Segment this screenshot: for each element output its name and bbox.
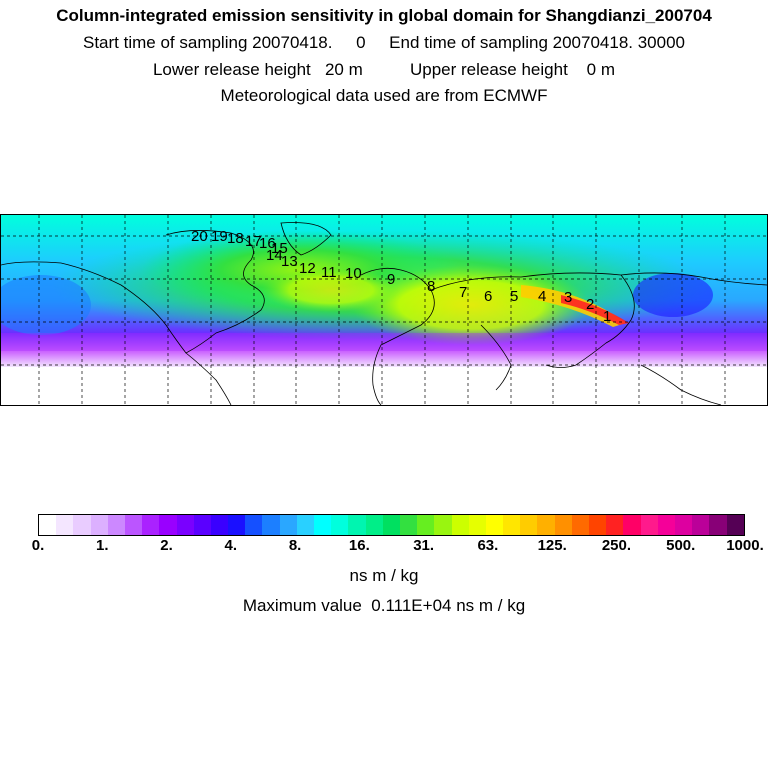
- colorbar-segment: [228, 515, 246, 535]
- trajectory-label: 13: [281, 253, 298, 270]
- coastlines: [1, 222, 767, 405]
- colorbar-segment: [90, 515, 108, 535]
- trajectory-label: 5: [510, 288, 518, 305]
- colorbar-segment: [365, 515, 383, 535]
- pacific-blue-region: [633, 273, 713, 317]
- colorbar-segment: [314, 515, 332, 535]
- map-canvas: 1 2 3 4 5 6 7 8 9 10 11 12 13 14 15 16 1…: [1, 215, 767, 405]
- colorbar-tick-label: 16.: [348, 537, 370, 554]
- colorbar-segment: [159, 515, 177, 535]
- colorbar-tick-label: 31.: [413, 537, 435, 554]
- colorbar-tick-label: 1.: [96, 537, 109, 554]
- trajectory-label: 19: [211, 228, 228, 245]
- trajectory-labels: 1 2 3 4 5 6 7 8 9 10 11 12 13 14 15 16 1…: [191, 228, 611, 325]
- trajectory-label: 1: [603, 308, 611, 325]
- trajectory-label: 8: [427, 278, 435, 295]
- colorbar-segment: [56, 515, 74, 535]
- colorbar-tick-label: 4.: [224, 537, 238, 554]
- colorbar-units: ns m / kg: [349, 566, 419, 585]
- colorbar-segment: [210, 515, 229, 535]
- colorbar-tick-label: 250.: [601, 537, 632, 554]
- colorbar-segment: [485, 515, 504, 535]
- colorbar-segment: [623, 515, 641, 535]
- colorbar-segment: [245, 515, 263, 535]
- colorbar-segment: [468, 515, 486, 535]
- trajectory-label: 6: [484, 288, 492, 305]
- met-data-line: Meteorological data used are from ECMWF: [220, 86, 548, 105]
- plume-core: [561, 295, 629, 325]
- colorbar-segment: [554, 515, 572, 535]
- colorbar-segment: [726, 515, 744, 535]
- trajectory-label: 10: [345, 265, 362, 282]
- trajectory-label: 16: [259, 235, 276, 252]
- colorbar-tick-label: 0.: [31, 537, 45, 554]
- colorbar-segment: [399, 515, 418, 535]
- colorbar-tick-label: 500.: [666, 537, 696, 554]
- colorbar-segment: [107, 515, 125, 535]
- colorbar-segment: [451, 515, 469, 535]
- colorbar-segment: [589, 515, 607, 535]
- tropical-purple-band: [1, 333, 767, 351]
- trajectory-label: 15: [271, 240, 288, 257]
- colorbar-segment: [520, 515, 538, 535]
- trajectory-label: 7: [459, 284, 467, 301]
- colorbar-segment: [674, 515, 693, 535]
- colorbar-tick-label: 125.: [537, 537, 567, 554]
- trajectory-label: 2: [586, 296, 594, 313]
- trajectory-label: 4: [538, 288, 546, 305]
- maximum-value-label: Maximum value 0.111E+04 ns m / kg: [242, 596, 526, 615]
- colorbar-segment: [640, 515, 658, 535]
- release-height-line: Lower release height 20 m Upper release …: [152, 60, 616, 79]
- colorbar-segment: [142, 515, 160, 535]
- colorbar-segment: [176, 515, 194, 535]
- colorbar-segment: [503, 515, 521, 535]
- colorbar-segment: [537, 515, 555, 535]
- southern-white-region: [1, 367, 767, 405]
- trajectory-label: 9: [387, 271, 395, 288]
- trajectory-label: 18: [227, 230, 244, 247]
- trajectory-label: 11: [321, 264, 337, 281]
- trajectory-label: 14: [266, 247, 283, 264]
- trajectory-label: 12: [299, 260, 316, 277]
- colorbar-segment: [571, 515, 589, 535]
- west-pacific-region: [1, 275, 91, 335]
- colorbar: [38, 514, 745, 536]
- colorbar-tick-label: 63.: [477, 537, 499, 554]
- colorbar-segment: [73, 515, 91, 535]
- sampling-time-line: Start time of sampling 20070418. 0 End t…: [83, 33, 685, 52]
- colorbar-segment: [606, 515, 624, 535]
- colorbar-segment: [331, 515, 349, 535]
- colorbar-segment: [348, 515, 366, 535]
- yellow-eurasia-region: [351, 265, 591, 345]
- colorbar-segment: [692, 515, 710, 535]
- colorbar-tick-label: 2.: [160, 537, 173, 554]
- colorbar-segment: [39, 515, 57, 535]
- colorbar-segment: [417, 515, 435, 535]
- trajectory-label: 20: [191, 228, 208, 245]
- colorbar-tick-label: 8.: [288, 537, 302, 554]
- trajectory-label: 3: [564, 289, 572, 306]
- trajectory-label: 17: [245, 233, 262, 250]
- colorbar-segment: [124, 515, 143, 535]
- colorbar-segment: [262, 515, 280, 535]
- colorbar-segment: [709, 515, 727, 535]
- colorbar-segment: [296, 515, 314, 535]
- colorbar-segment: [193, 515, 211, 535]
- colorbar-segment: [279, 515, 297, 535]
- lat-lon-grid: [1, 215, 767, 405]
- map-title: Column-integrated emission sensitivity i…: [56, 6, 712, 25]
- emission-sensitivity-map: 1 2 3 4 5 6 7 8 9 10 11 12 13 14 15 16 1…: [0, 214, 768, 406]
- colorbar-segment: [657, 515, 675, 535]
- colorbar-tick-label: 1000.: [726, 537, 764, 554]
- colorbar-segment: [382, 515, 400, 535]
- colorbar-segment: [434, 515, 452, 535]
